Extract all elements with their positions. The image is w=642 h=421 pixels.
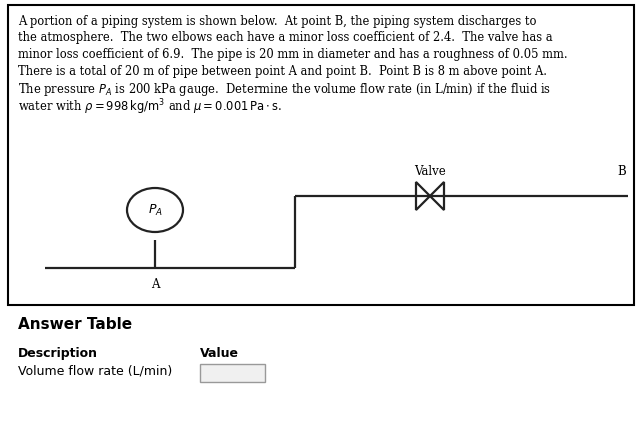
Text: water with $\rho = 998\,\mathrm{kg/m^3}$ and $\mu = 0.001\,\mathrm{Pa \cdot s}$.: water with $\rho = 998\,\mathrm{kg/m^3}$…: [18, 98, 282, 117]
Text: $P_A$: $P_A$: [148, 203, 162, 218]
Text: Volume flow rate (L/min): Volume flow rate (L/min): [18, 365, 172, 378]
Text: The pressure $P_A$ is 200 kPa gauge.  Determine the volume flow rate (in L/min) : The pressure $P_A$ is 200 kPa gauge. Det…: [18, 81, 551, 98]
Text: the atmosphere.  The two elbows each have a minor loss coefficient of 2.4.  The : the atmosphere. The two elbows each have…: [18, 32, 553, 45]
Text: Value: Value: [200, 347, 239, 360]
Bar: [8, 5, 634, 305]
Text: minor loss coefficient of 6.9.  The pipe is 20 mm in diameter and has a roughnes: minor loss coefficient of 6.9. The pipe …: [18, 48, 568, 61]
Text: Valve: Valve: [414, 165, 446, 178]
Text: Description: Description: [18, 347, 98, 360]
Text: Answer Table: Answer Table: [18, 317, 132, 332]
Bar: [200, 364, 265, 382]
Text: B: B: [618, 165, 627, 178]
Text: A: A: [151, 278, 159, 291]
Text: There is a total of 20 m of pipe between point A and point B.  Point B is 8 m ab: There is a total of 20 m of pipe between…: [18, 64, 547, 77]
Text: A portion of a piping system is shown below.  At point B, the piping system disc: A portion of a piping system is shown be…: [18, 15, 537, 28]
